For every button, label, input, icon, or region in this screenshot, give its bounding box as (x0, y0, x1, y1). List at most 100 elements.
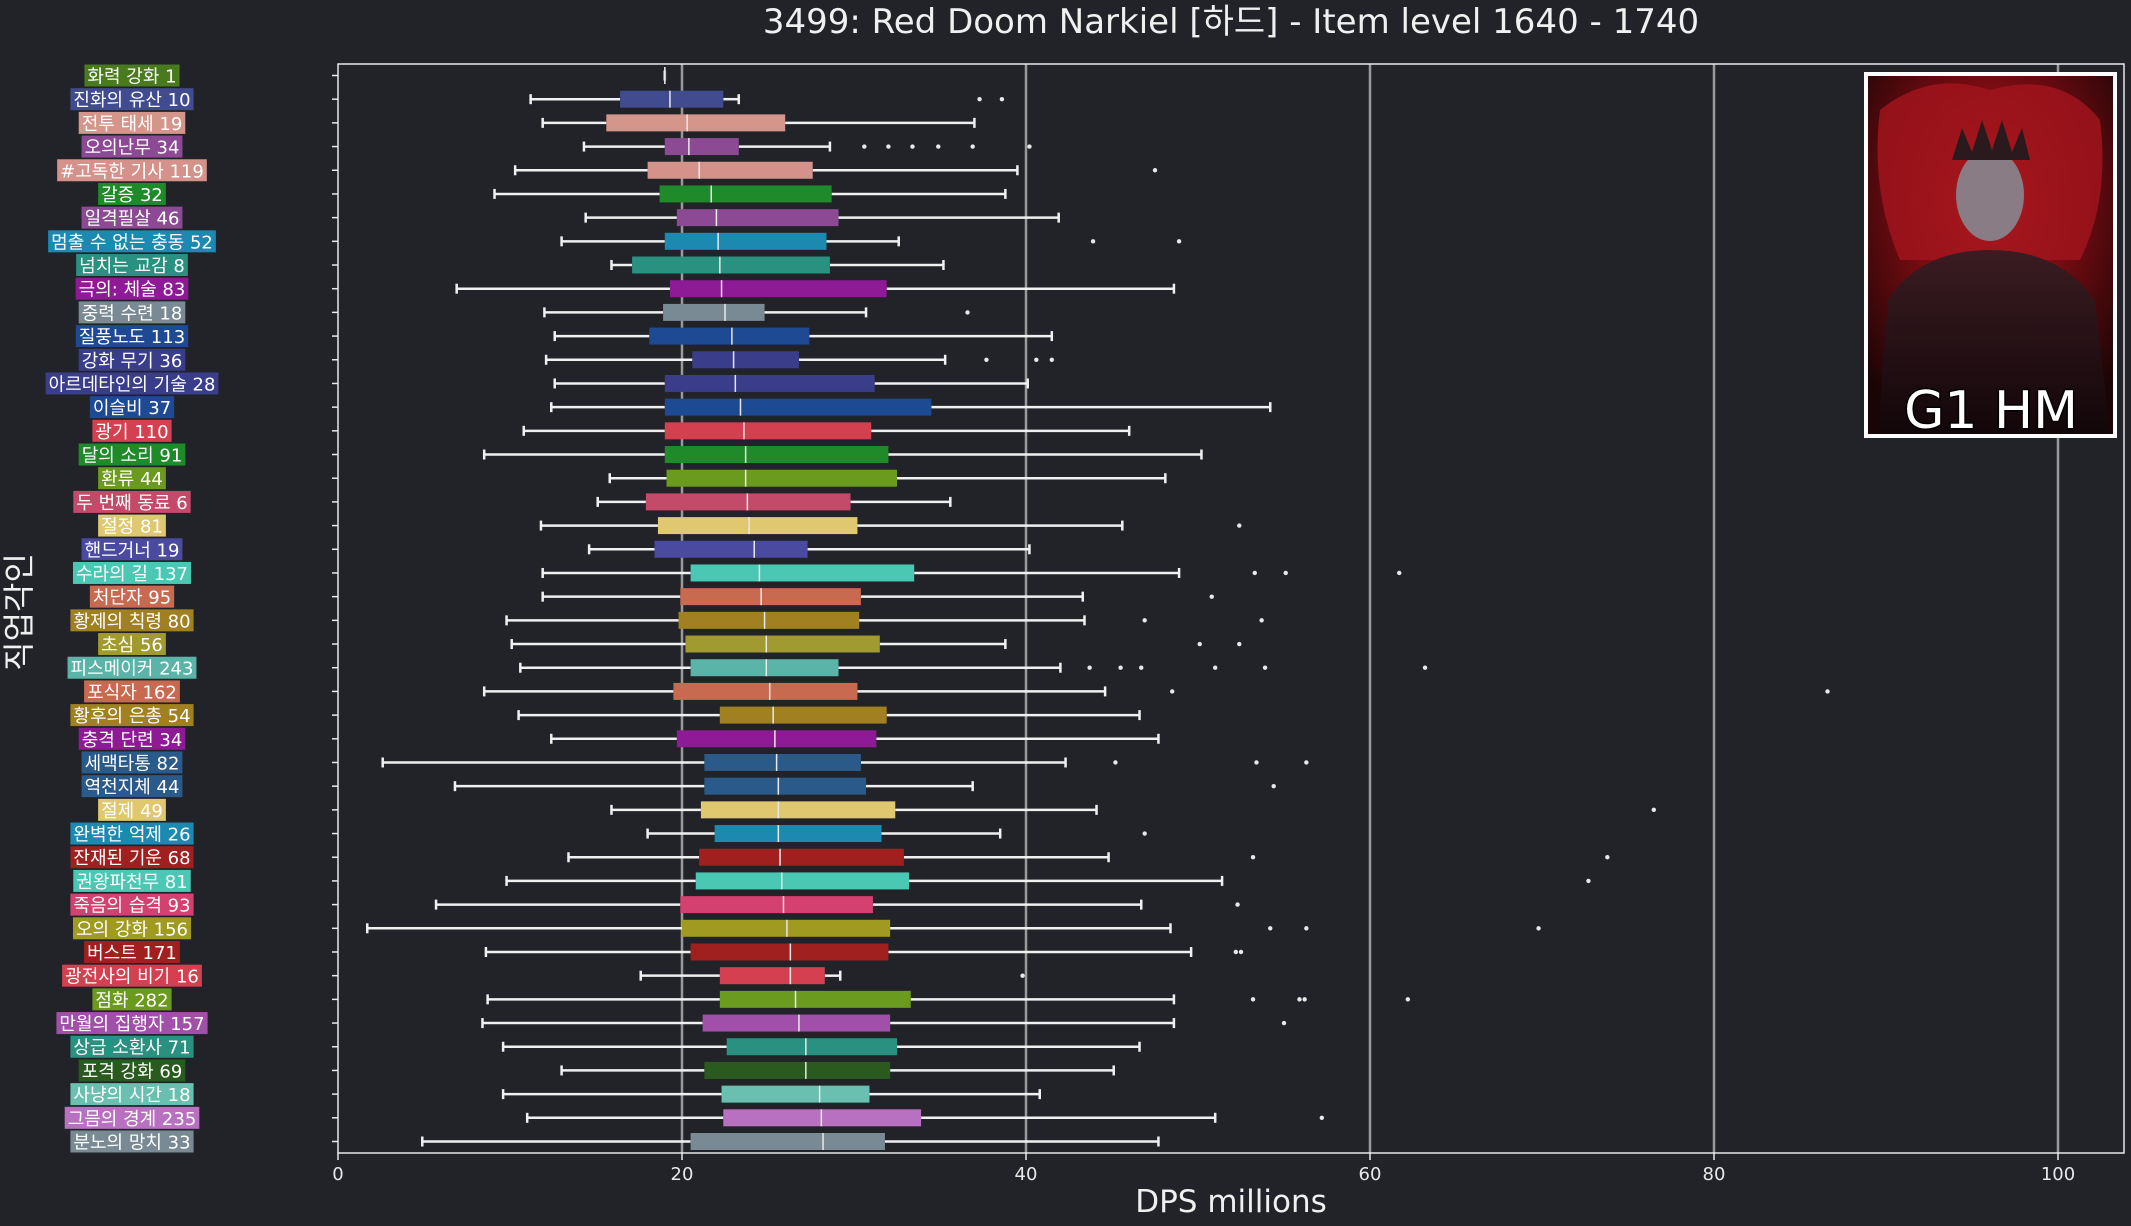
category-label: 일격필살 46 (81, 206, 183, 230)
category-label-text: 만월의 집행자 157 (59, 1014, 204, 1035)
category-label: 초심 56 (98, 633, 166, 656)
iqr-box (700, 801, 896, 819)
category-label-bg (73, 490, 191, 513)
iqr-box (632, 256, 830, 274)
category-label-bg (98, 514, 166, 537)
category-label-text: 사냥의 시간 18 (73, 1085, 190, 1106)
category-label-bg (72, 561, 192, 584)
iqr-box (690, 1133, 885, 1150)
box-group (584, 209, 1060, 227)
category-label: 점화 282 (92, 988, 172, 1011)
iqr-box (647, 161, 813, 179)
outlier-point (1268, 926, 1273, 931)
category-label: 분노의 망치 33 (70, 1130, 194, 1154)
category-label-text: 처단자 95 (93, 588, 171, 609)
category-label-text: 분노의 망치 33 (73, 1133, 190, 1154)
box-group (493, 185, 1007, 203)
category-label: 절정 81 (98, 514, 166, 538)
category-label: 전투 태세 19 (78, 111, 186, 135)
y-axis-title: 직업각인 (0, 553, 38, 671)
category-label-text: 포식자 162 (87, 682, 177, 703)
plot-frame (337, 63, 2125, 1154)
iqr-box (702, 1014, 891, 1032)
iqr-box (682, 919, 891, 937)
outlier-point (1304, 926, 1309, 931)
iqr-box (620, 90, 724, 108)
category-label-text: 달의 소리 91 (82, 446, 183, 467)
iqr-box (663, 303, 765, 321)
category-label-text: 중력 수련 18 (82, 303, 183, 324)
category-label-bg (70, 846, 194, 869)
category-label-bg (98, 182, 166, 205)
iqr-box (704, 777, 867, 795)
outlier-point (1405, 997, 1411, 1002)
category-label: 완벽한 억제 26 (70, 822, 194, 846)
category-label-bg (70, 1035, 194, 1058)
boss-face-shape (1956, 149, 2024, 241)
x-tick-label-80: 80 (1703, 1164, 1726, 1185)
iqr-box (645, 493, 851, 511)
outlier-point (1250, 855, 1256, 860)
box-group (517, 706, 1141, 724)
box-group (505, 872, 1591, 890)
box-group (522, 422, 1131, 440)
category-label-bg (70, 704, 194, 727)
outlier-point (1238, 949, 1244, 955)
box-group (481, 1014, 1287, 1032)
category-label-bg (78, 727, 186, 750)
category-label: 광기 110 (92, 419, 172, 443)
category-label-bg (70, 822, 194, 845)
category-label-bg (81, 135, 183, 158)
chart-title: 3499: Red Doom Narkiel [하드] - Item level… (763, 2, 1699, 42)
box-group (560, 232, 1182, 250)
outlier-point (1605, 855, 1610, 860)
category-label-bg (70, 1083, 194, 1106)
category-label-bg (57, 159, 207, 182)
category-label-text: 환류 44 (101, 469, 163, 490)
box-group (434, 896, 1240, 914)
category-label-text: 광기 110 (95, 422, 168, 443)
category-label-text: 포격 강화 69 (82, 1061, 183, 1082)
category-label-bg (89, 585, 175, 608)
outlier-point (862, 144, 867, 149)
category-label-bg (72, 917, 192, 940)
category-label-bg (78, 111, 186, 134)
category-label-bg (45, 372, 219, 395)
iqr-box (692, 351, 799, 369)
outlier-point (1139, 665, 1144, 670)
category-label: 처단자 95 (89, 585, 175, 609)
category-label-text: 역천지체 44 (85, 777, 180, 798)
category-label: 피스메이커 243 (67, 656, 197, 680)
iqr-box (719, 706, 887, 724)
category-label-text: 황후의 은총 54 (73, 706, 190, 727)
box-group (486, 990, 1411, 1008)
box-group (560, 1061, 1115, 1079)
category-label-bg (98, 798, 166, 821)
box-group (381, 753, 1309, 771)
outlier-point (1250, 997, 1256, 1002)
box-group (482, 446, 1203, 464)
category-label-text: 질풍노도 113 (79, 327, 185, 348)
box-group (510, 635, 1242, 653)
category-label: 충격 단련 34 (78, 727, 186, 751)
iqr-box (649, 327, 810, 345)
iqr-box (695, 872, 910, 890)
outlier-point (1049, 357, 1055, 362)
iqr-box (673, 682, 858, 700)
category-label-text: 세맥타통 82 (85, 753, 180, 774)
category-label: 아르데타인의 기술 28 (45, 372, 219, 395)
outlier-point (1213, 665, 1218, 670)
category-label: 넘치는 교감 8 (76, 254, 188, 277)
outlier-point (999, 96, 1005, 102)
category-label-bg (67, 656, 197, 679)
iqr-box (664, 446, 889, 464)
category-label: 황제의 칙령 80 (70, 609, 194, 632)
iqr-box (714, 825, 882, 843)
category-label: 질풍노도 113 (75, 325, 189, 348)
outlier-point (1259, 618, 1264, 623)
outlier-point (1034, 357, 1039, 362)
category-label: 세맥타통 82 (81, 751, 183, 774)
category-label: 그믐의 경계 235 (64, 1106, 200, 1130)
category-label-text: 오의난무 34 (85, 138, 180, 159)
